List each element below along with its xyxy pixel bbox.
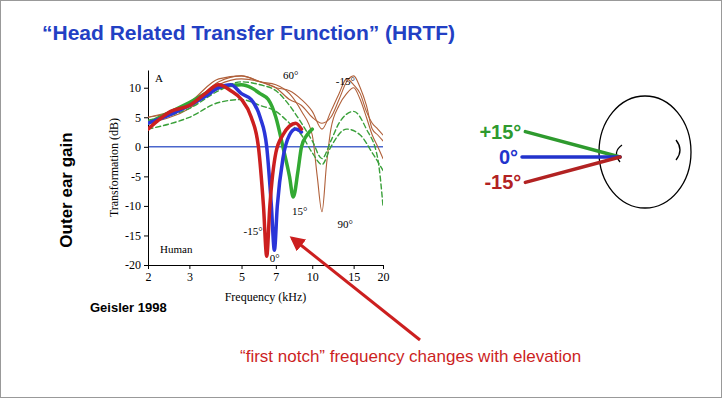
x-tick-label: 5 [239, 270, 245, 284]
side-label: Outer ear gain [57, 132, 76, 247]
head-outline [599, 96, 691, 208]
x-tick-mark [148, 265, 149, 269]
head-diagram: +15° 0° -15° [479, 96, 691, 208]
angle-line [525, 132, 620, 157]
annotation: 0° [270, 252, 280, 264]
slide-border [1, 1, 722, 398]
y-tick: 0 [135, 140, 148, 154]
annotation: 60° [283, 69, 298, 81]
x-axis-title: Frequency (kHz) [225, 290, 307, 304]
annotation: Human [160, 243, 193, 255]
annotations: A Human 60° -15° 90° -15° 15° 0° [155, 69, 355, 264]
y-tick-label: -5 [131, 170, 141, 184]
y-axis-title: Transformation (dB) [107, 118, 121, 217]
x-tick-label: 10 [307, 270, 319, 284]
x-tick: 7 [273, 265, 279, 284]
x-tick-label: 7 [273, 270, 279, 284]
annotation: -15° [244, 225, 263, 237]
annotation: 90° [337, 218, 352, 230]
y-tick-mark [144, 206, 148, 207]
x-tick: 3 [187, 265, 193, 284]
x-axis-line [149, 265, 384, 266]
head-nose [676, 140, 680, 160]
annotation: A [155, 72, 163, 84]
x-tick-mark [189, 265, 190, 269]
x-tick-mark [276, 265, 277, 269]
y-tick: -10 [125, 199, 148, 213]
x-tick: 15 [348, 265, 360, 284]
plot-area [148, 76, 383, 256]
source-label: Geisler 1998 [90, 300, 167, 315]
slide-title: “Head Related Transfer Function” (HRTF) [42, 21, 455, 44]
x-tick-label: 20 [378, 270, 390, 284]
x-tick-mark [383, 265, 384, 269]
x-tick: 20 [378, 265, 390, 284]
callout-arrow [292, 238, 420, 340]
y-tick-mark [144, 117, 148, 118]
x-axis: 2 3 5 7 10 15 20 [146, 265, 390, 284]
chart: 2357101520-20-15-10-50510Frequency (kHz)… [107, 69, 390, 304]
slide: “Head Related Transfer Function” (HRTF) O… [0, 0, 722, 398]
y-tick: 10 [129, 81, 148, 95]
y-tick: -5 [131, 170, 148, 184]
x-tick-label: 3 [187, 270, 193, 284]
y-tick-mark [144, 147, 148, 148]
y-tick: -15 [125, 229, 148, 243]
y-tick-mark [144, 88, 148, 89]
y-tick-label: 10 [129, 81, 141, 95]
annotation: -15° [336, 75, 355, 87]
y-tick-label: 5 [135, 111, 141, 125]
y-tick-mark [144, 176, 148, 177]
angle-line [522, 155, 620, 159]
y-tick-mark [144, 265, 148, 266]
angle-label: 0° [499, 146, 518, 168]
y-tick-label: 0 [135, 140, 141, 154]
series-line [148, 85, 302, 256]
annotation: 15° [292, 205, 307, 217]
y-tick-label: -20 [125, 258, 141, 272]
x-tick-mark [242, 265, 243, 269]
y-tick-label: -15 [125, 229, 141, 243]
y-tick-mark [144, 235, 148, 236]
x-tick-label: 2 [146, 270, 152, 284]
y-tick-label: -10 [125, 199, 141, 213]
x-tick-mark [312, 265, 313, 269]
x-tick: 10 [307, 265, 319, 284]
callout-text: “first notch” frequency changes with ele… [240, 347, 581, 366]
angle-label: +15° [479, 121, 521, 143]
y-tick: -20 [125, 258, 148, 272]
y-tick: 5 [135, 111, 148, 125]
angle-line [525, 157, 620, 182]
angle-label: -15° [484, 171, 521, 193]
y-axis-line [148, 71, 149, 266]
y-axis: -20 -15 -10 -5 0 5 10 [125, 71, 149, 273]
x-tick: 2 [146, 265, 152, 284]
x-tick: 5 [239, 265, 245, 284]
x-tick-mark [354, 265, 355, 269]
x-tick-label: 15 [348, 270, 360, 284]
